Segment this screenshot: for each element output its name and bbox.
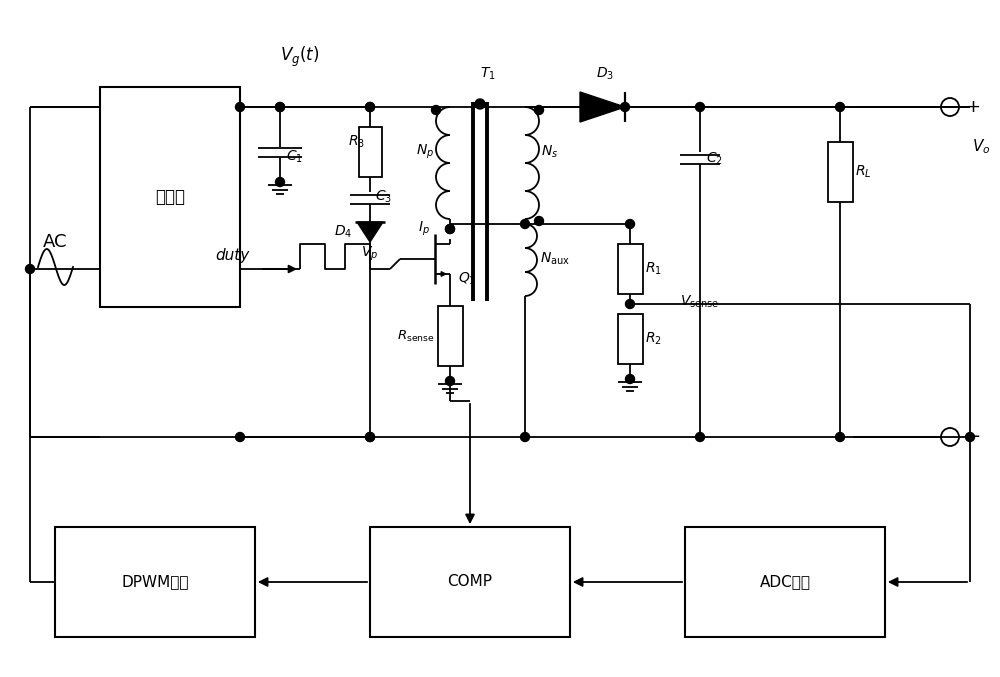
Polygon shape bbox=[357, 222, 383, 242]
Polygon shape bbox=[580, 92, 625, 122]
Circle shape bbox=[366, 102, 374, 112]
Text: $R_1$: $R_1$ bbox=[645, 261, 662, 277]
Circle shape bbox=[236, 102, 244, 112]
Circle shape bbox=[236, 433, 244, 441]
Circle shape bbox=[446, 225, 454, 234]
Circle shape bbox=[276, 177, 285, 186]
Circle shape bbox=[534, 106, 544, 114]
Text: $N_p$: $N_p$ bbox=[416, 143, 434, 161]
Text: $C_1$: $C_1$ bbox=[286, 149, 303, 165]
Circle shape bbox=[626, 374, 635, 383]
Bar bbox=[618, 244, 642, 294]
Circle shape bbox=[696, 102, 704, 112]
Circle shape bbox=[475, 99, 485, 109]
Circle shape bbox=[626, 219, 635, 229]
Text: $R_{\mathrm{sense}}$: $R_{\mathrm{sense}}$ bbox=[397, 328, 435, 343]
Circle shape bbox=[446, 376, 454, 385]
Text: duty: duty bbox=[215, 248, 249, 263]
Text: $V_o$: $V_o$ bbox=[972, 137, 990, 156]
Circle shape bbox=[520, 219, 530, 229]
Circle shape bbox=[620, 102, 630, 112]
Text: DPWM驱动: DPWM驱动 bbox=[121, 575, 189, 590]
Text: $N_{\mathrm{aux}}$: $N_{\mathrm{aux}}$ bbox=[540, 250, 570, 267]
Bar bbox=[685, 527, 885, 637]
Bar bbox=[438, 306, 462, 366]
Text: $C_3$: $C_3$ bbox=[375, 189, 392, 205]
Text: +: + bbox=[965, 98, 980, 116]
Text: $R_L$: $R_L$ bbox=[855, 164, 871, 180]
Text: $Q_1$: $Q_1$ bbox=[458, 271, 476, 287]
Text: $I_p$: $I_p$ bbox=[418, 220, 430, 238]
Text: COMP: COMP bbox=[448, 575, 492, 590]
Text: $D_3$: $D_3$ bbox=[596, 66, 614, 82]
Text: $N_s$: $N_s$ bbox=[541, 144, 559, 160]
Circle shape bbox=[432, 106, 440, 114]
Text: $C_2$: $C_2$ bbox=[706, 151, 723, 167]
Text: $R_3$: $R_3$ bbox=[348, 134, 365, 150]
Text: $T_1$: $T_1$ bbox=[480, 66, 496, 82]
Text: $V_p$: $V_p$ bbox=[361, 245, 379, 263]
Text: $D_4$: $D_4$ bbox=[334, 224, 352, 240]
Circle shape bbox=[520, 433, 530, 441]
Circle shape bbox=[626, 299, 635, 309]
Bar bbox=[358, 127, 382, 177]
Circle shape bbox=[696, 433, 704, 441]
Circle shape bbox=[366, 102, 374, 112]
Circle shape bbox=[276, 102, 285, 112]
Text: −: − bbox=[965, 428, 980, 446]
Text: AC: AC bbox=[43, 233, 67, 251]
Circle shape bbox=[26, 265, 34, 274]
Bar bbox=[100, 87, 240, 307]
Circle shape bbox=[836, 102, 844, 112]
Text: $R_2$: $R_2$ bbox=[645, 331, 662, 347]
Text: $V_{\mathrm{sense}}$: $V_{\mathrm{sense}}$ bbox=[680, 294, 719, 310]
Circle shape bbox=[366, 433, 374, 441]
Bar bbox=[828, 142, 852, 202]
Bar bbox=[55, 527, 255, 637]
Text: $V_g(t)$: $V_g(t)$ bbox=[280, 45, 320, 69]
Bar bbox=[618, 314, 642, 364]
Circle shape bbox=[534, 217, 544, 225]
Circle shape bbox=[366, 433, 374, 441]
Text: 整流扂: 整流扂 bbox=[155, 188, 185, 206]
Text: ADC采样: ADC采样 bbox=[760, 575, 810, 590]
Circle shape bbox=[836, 433, 844, 441]
Circle shape bbox=[446, 225, 454, 234]
Circle shape bbox=[276, 102, 285, 112]
Circle shape bbox=[966, 433, 974, 441]
Bar bbox=[370, 527, 570, 637]
